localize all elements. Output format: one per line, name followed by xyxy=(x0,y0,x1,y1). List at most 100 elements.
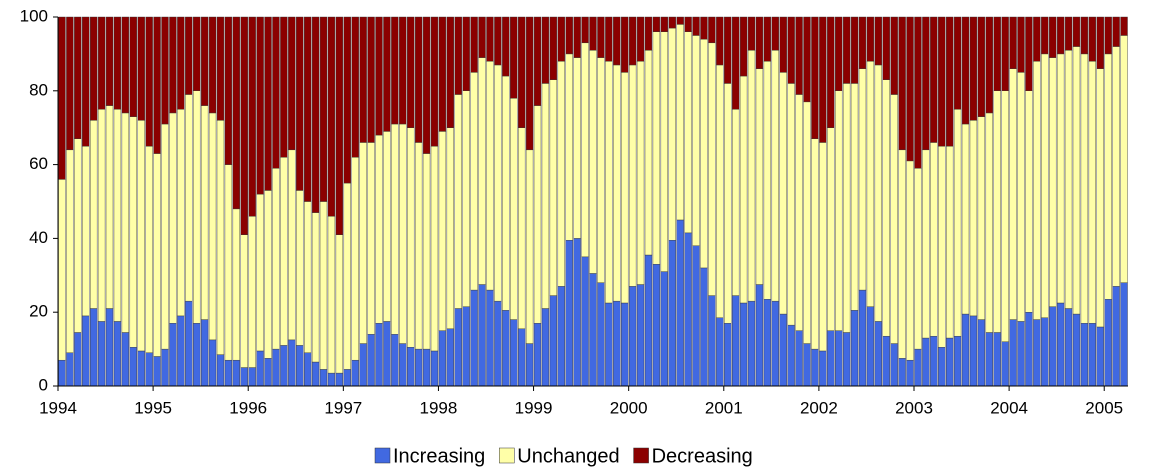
bar-segment xyxy=(557,61,565,287)
bar-segment xyxy=(565,53,573,241)
bar-segment xyxy=(137,120,145,352)
bar-segment xyxy=(66,149,74,353)
bar-segment xyxy=(256,350,264,387)
bar-segment xyxy=(414,142,423,350)
bar-segment xyxy=(803,343,811,387)
bar-segment xyxy=(430,16,439,147)
bar-segment xyxy=(359,142,367,344)
bar-segment xyxy=(66,352,74,387)
bar-segment xyxy=(549,79,558,296)
bar-segment xyxy=(351,16,359,158)
bar-segment xyxy=(383,16,391,132)
bar-segment xyxy=(597,282,605,387)
bar-segment xyxy=(422,348,431,387)
bar-segment xyxy=(930,16,938,143)
bar-segment xyxy=(636,16,645,62)
bar-segment xyxy=(462,306,470,387)
bar-segment xyxy=(1064,16,1073,51)
bar-segment xyxy=(779,16,787,73)
bar-segment xyxy=(985,16,993,114)
bar-segment xyxy=(613,16,621,66)
bar-segment xyxy=(446,127,454,330)
bar-segment xyxy=(153,356,161,387)
bar-segment xyxy=(375,134,383,324)
bar-segment xyxy=(200,16,209,106)
bar-segment xyxy=(1017,321,1025,387)
bar-segment xyxy=(779,72,787,315)
bar-segment xyxy=(644,254,653,387)
bar-segment xyxy=(1064,308,1073,387)
bar-segment xyxy=(304,352,312,387)
bar-segment xyxy=(407,127,415,348)
bar-segment xyxy=(692,245,700,387)
bar-segment xyxy=(1080,16,1089,55)
legend-label: Decreasing xyxy=(652,445,753,467)
bar-segment xyxy=(494,16,502,66)
bar-segment xyxy=(946,337,954,387)
y-tick-label: 60 xyxy=(29,154,48,173)
bar-segment xyxy=(343,369,351,387)
bar-segment xyxy=(533,323,542,387)
bar-segment xyxy=(177,109,185,317)
bar-segment xyxy=(977,116,986,320)
bar-segment xyxy=(137,16,145,121)
x-tick-label: 1995 xyxy=(134,398,172,417)
bar-segment xyxy=(953,109,962,337)
legend-label: Increasing xyxy=(393,445,485,467)
bar-segment xyxy=(660,271,668,387)
bar-segment xyxy=(906,16,914,162)
bar-segment xyxy=(684,31,692,234)
bar-segment xyxy=(208,112,217,341)
bar-segment xyxy=(700,16,708,40)
bar-segment xyxy=(541,308,550,387)
bar-segment xyxy=(938,16,946,147)
bar-segment xyxy=(842,83,851,333)
bar-segment xyxy=(803,101,811,344)
bar-segment xyxy=(589,16,597,51)
bar-segment xyxy=(1088,61,1096,324)
bar-segment xyxy=(391,334,399,387)
bar-segment xyxy=(177,315,185,387)
bar-segment xyxy=(787,324,795,387)
bar-segment xyxy=(82,145,90,317)
bar-segment xyxy=(248,367,256,387)
bar-segment xyxy=(732,109,740,296)
bar-segment xyxy=(771,50,779,302)
bar-segment xyxy=(581,42,589,258)
bar-segment xyxy=(1049,57,1057,307)
bar-segment xyxy=(969,120,978,317)
bar-segment xyxy=(628,286,637,387)
bar-segment xyxy=(644,50,653,256)
bar-segment xyxy=(145,352,153,387)
bar-segment xyxy=(335,16,344,235)
bar-segment xyxy=(407,16,415,128)
bar-segment xyxy=(216,120,225,355)
bar-segment xyxy=(922,149,930,339)
bar-segment xyxy=(763,299,772,387)
bar-segment xyxy=(375,323,383,387)
bar-segment xyxy=(636,284,645,387)
bar-segment xyxy=(1072,313,1081,387)
bar-segment xyxy=(113,321,122,387)
bar-segment xyxy=(296,190,304,346)
bar-segment xyxy=(1088,16,1096,62)
bar-segment xyxy=(747,50,756,302)
bar-segment xyxy=(993,16,1001,92)
bar-segment xyxy=(224,16,233,165)
bar-segment xyxy=(795,330,803,387)
bar-segment xyxy=(866,16,875,62)
bar-segment xyxy=(391,16,399,125)
bar-segment xyxy=(930,142,938,337)
bar-segment xyxy=(605,61,613,304)
bar-segment xyxy=(541,83,550,309)
bar-segment xyxy=(628,16,637,66)
bar-segment xyxy=(858,68,867,291)
bar-segment xyxy=(573,16,581,58)
bar-segment xyxy=(668,27,676,241)
bar-segment xyxy=(842,332,851,387)
bar-segment xyxy=(510,319,518,387)
bar-segment xyxy=(1104,53,1112,300)
bar-segment xyxy=(1033,319,1041,387)
bar-segment xyxy=(454,94,462,309)
